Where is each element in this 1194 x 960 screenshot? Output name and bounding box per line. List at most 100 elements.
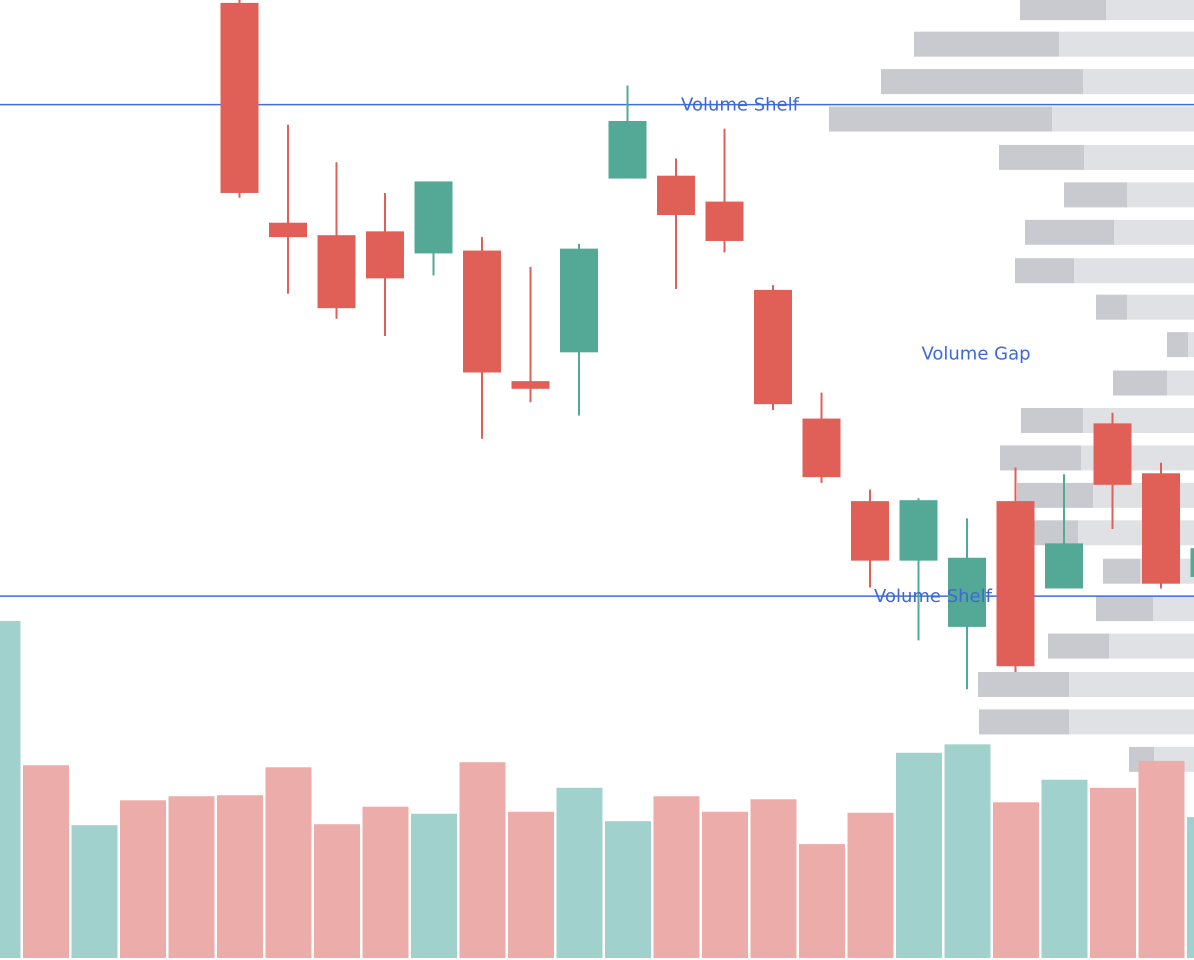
profile-row-right-19	[1069, 709, 1194, 735]
volume-bar-3	[120, 800, 166, 958]
profile-row-left-10	[1113, 370, 1167, 396]
candle-11	[705, 128, 744, 253]
candles	[220, 0, 1194, 690]
candle-20	[1142, 462, 1180, 589]
profile-row-left-4	[999, 144, 1084, 170]
candle-3	[317, 162, 356, 319]
candle-body-9	[608, 120, 647, 179]
volume-bar-21	[993, 802, 1039, 958]
volume-bars	[0, 621, 1194, 958]
candle-body-10	[657, 175, 695, 216]
candle-body-14	[851, 501, 889, 561]
volume-bar-7	[314, 824, 360, 958]
profile-row-right-0	[1106, 0, 1194, 21]
candle-body-18	[1045, 543, 1083, 589]
profile-row-right-6	[1114, 219, 1194, 245]
profile-row-left-19	[979, 709, 1069, 735]
candle-body-15	[899, 500, 938, 561]
volume-bar-1	[23, 765, 69, 958]
candle-body-1	[220, 2, 259, 193]
profile-row-left-5	[1064, 182, 1127, 208]
candle-21	[1190, 548, 1194, 577]
candle-18	[1045, 474, 1083, 589]
candle-body-16	[948, 557, 986, 627]
profile-row-left-18	[978, 671, 1069, 697]
candle-15	[899, 498, 938, 641]
candle-body-8	[560, 248, 598, 353]
profile-row-left-11	[1021, 407, 1083, 433]
candle-2	[269, 124, 307, 294]
profile-row-left-1	[914, 31, 1059, 57]
volume-bar-14	[653, 796, 700, 958]
profile-row-left-8	[1096, 294, 1127, 320]
volume-bar-15	[702, 811, 748, 958]
volume-bar-13	[605, 821, 651, 958]
annotations: Volume Shelf Volume Gap Volume Shelf	[681, 95, 1031, 608]
profile-row-right-8	[1127, 294, 1194, 320]
candle-body-3	[317, 235, 356, 309]
profile-row-right-7	[1074, 258, 1194, 284]
candle-7	[511, 266, 550, 403]
profile-row-left-7	[1015, 258, 1074, 284]
volume-bar-19	[896, 752, 942, 958]
candle-17	[996, 467, 1035, 672]
volume-bar-0	[0, 621, 21, 958]
profile-row-right-17	[1109, 633, 1194, 659]
candle-body-6	[463, 250, 501, 373]
profile-row-right-3	[1052, 106, 1194, 132]
volume-bar-18	[847, 812, 894, 958]
annotation-volume-gap: Volume Gap	[921, 343, 1030, 364]
volume-bar-8	[362, 806, 409, 958]
profile-row-left-0	[1020, 0, 1106, 21]
profile-row-left-15	[1103, 558, 1140, 584]
annotation-volume-shelf-bottom: Volume Shelf	[874, 586, 993, 607]
volume-bar-20	[944, 744, 991, 958]
profile-row-right-2	[1083, 69, 1194, 95]
profile-row-right-4	[1084, 144, 1194, 170]
candle-body-4	[366, 231, 404, 279]
candle-16	[948, 518, 986, 690]
candle-body-21	[1190, 548, 1194, 577]
candle-body-19	[1093, 423, 1132, 485]
candle-body-11	[705, 201, 744, 241]
candle-10	[657, 158, 695, 289]
candle-14	[851, 489, 889, 588]
volume-bar-23	[1090, 787, 1136, 958]
volume-bar-4	[168, 796, 215, 958]
profile-row-right-1	[1059, 31, 1194, 57]
profile-row-left-17	[1048, 633, 1109, 659]
candle-12	[754, 285, 792, 410]
volume-bar-25	[1187, 817, 1194, 958]
profile-row-left-12	[1000, 445, 1081, 471]
candle-body-7	[511, 381, 550, 389]
volume-bar-2	[71, 825, 118, 958]
candle-1	[220, 0, 259, 198]
volume-bar-10	[459, 762, 506, 958]
profile-row-right-5	[1127, 182, 1194, 208]
profile-row-left-6	[1025, 219, 1114, 245]
volume-bar-24	[1138, 760, 1185, 958]
profile-row-left-9	[1167, 332, 1188, 358]
candle-5	[414, 181, 453, 276]
candle-body-12	[754, 289, 792, 405]
candle-4	[366, 192, 404, 336]
profile-row-right-10	[1167, 370, 1194, 396]
candle-19	[1093, 412, 1132, 529]
candle-body-13	[802, 418, 841, 478]
profile-row-right-16	[1153, 596, 1194, 622]
volume-bar-16	[750, 799, 797, 958]
volume-bar-9	[411, 813, 457, 958]
candle-6	[463, 237, 501, 439]
candle-13	[802, 392, 841, 483]
candle-8	[560, 243, 598, 416]
candle-body-17	[996, 501, 1035, 667]
candle-body-2	[269, 222, 307, 238]
candle-body-20	[1142, 473, 1180, 584]
profile-row-right-18	[1069, 671, 1194, 697]
volume-bar-22	[1041, 779, 1088, 958]
profile-row-left-3	[829, 106, 1052, 132]
candle-body-5	[414, 181, 453, 254]
volume-bar-12	[556, 787, 603, 958]
profile-row-left-2	[881, 69, 1083, 95]
